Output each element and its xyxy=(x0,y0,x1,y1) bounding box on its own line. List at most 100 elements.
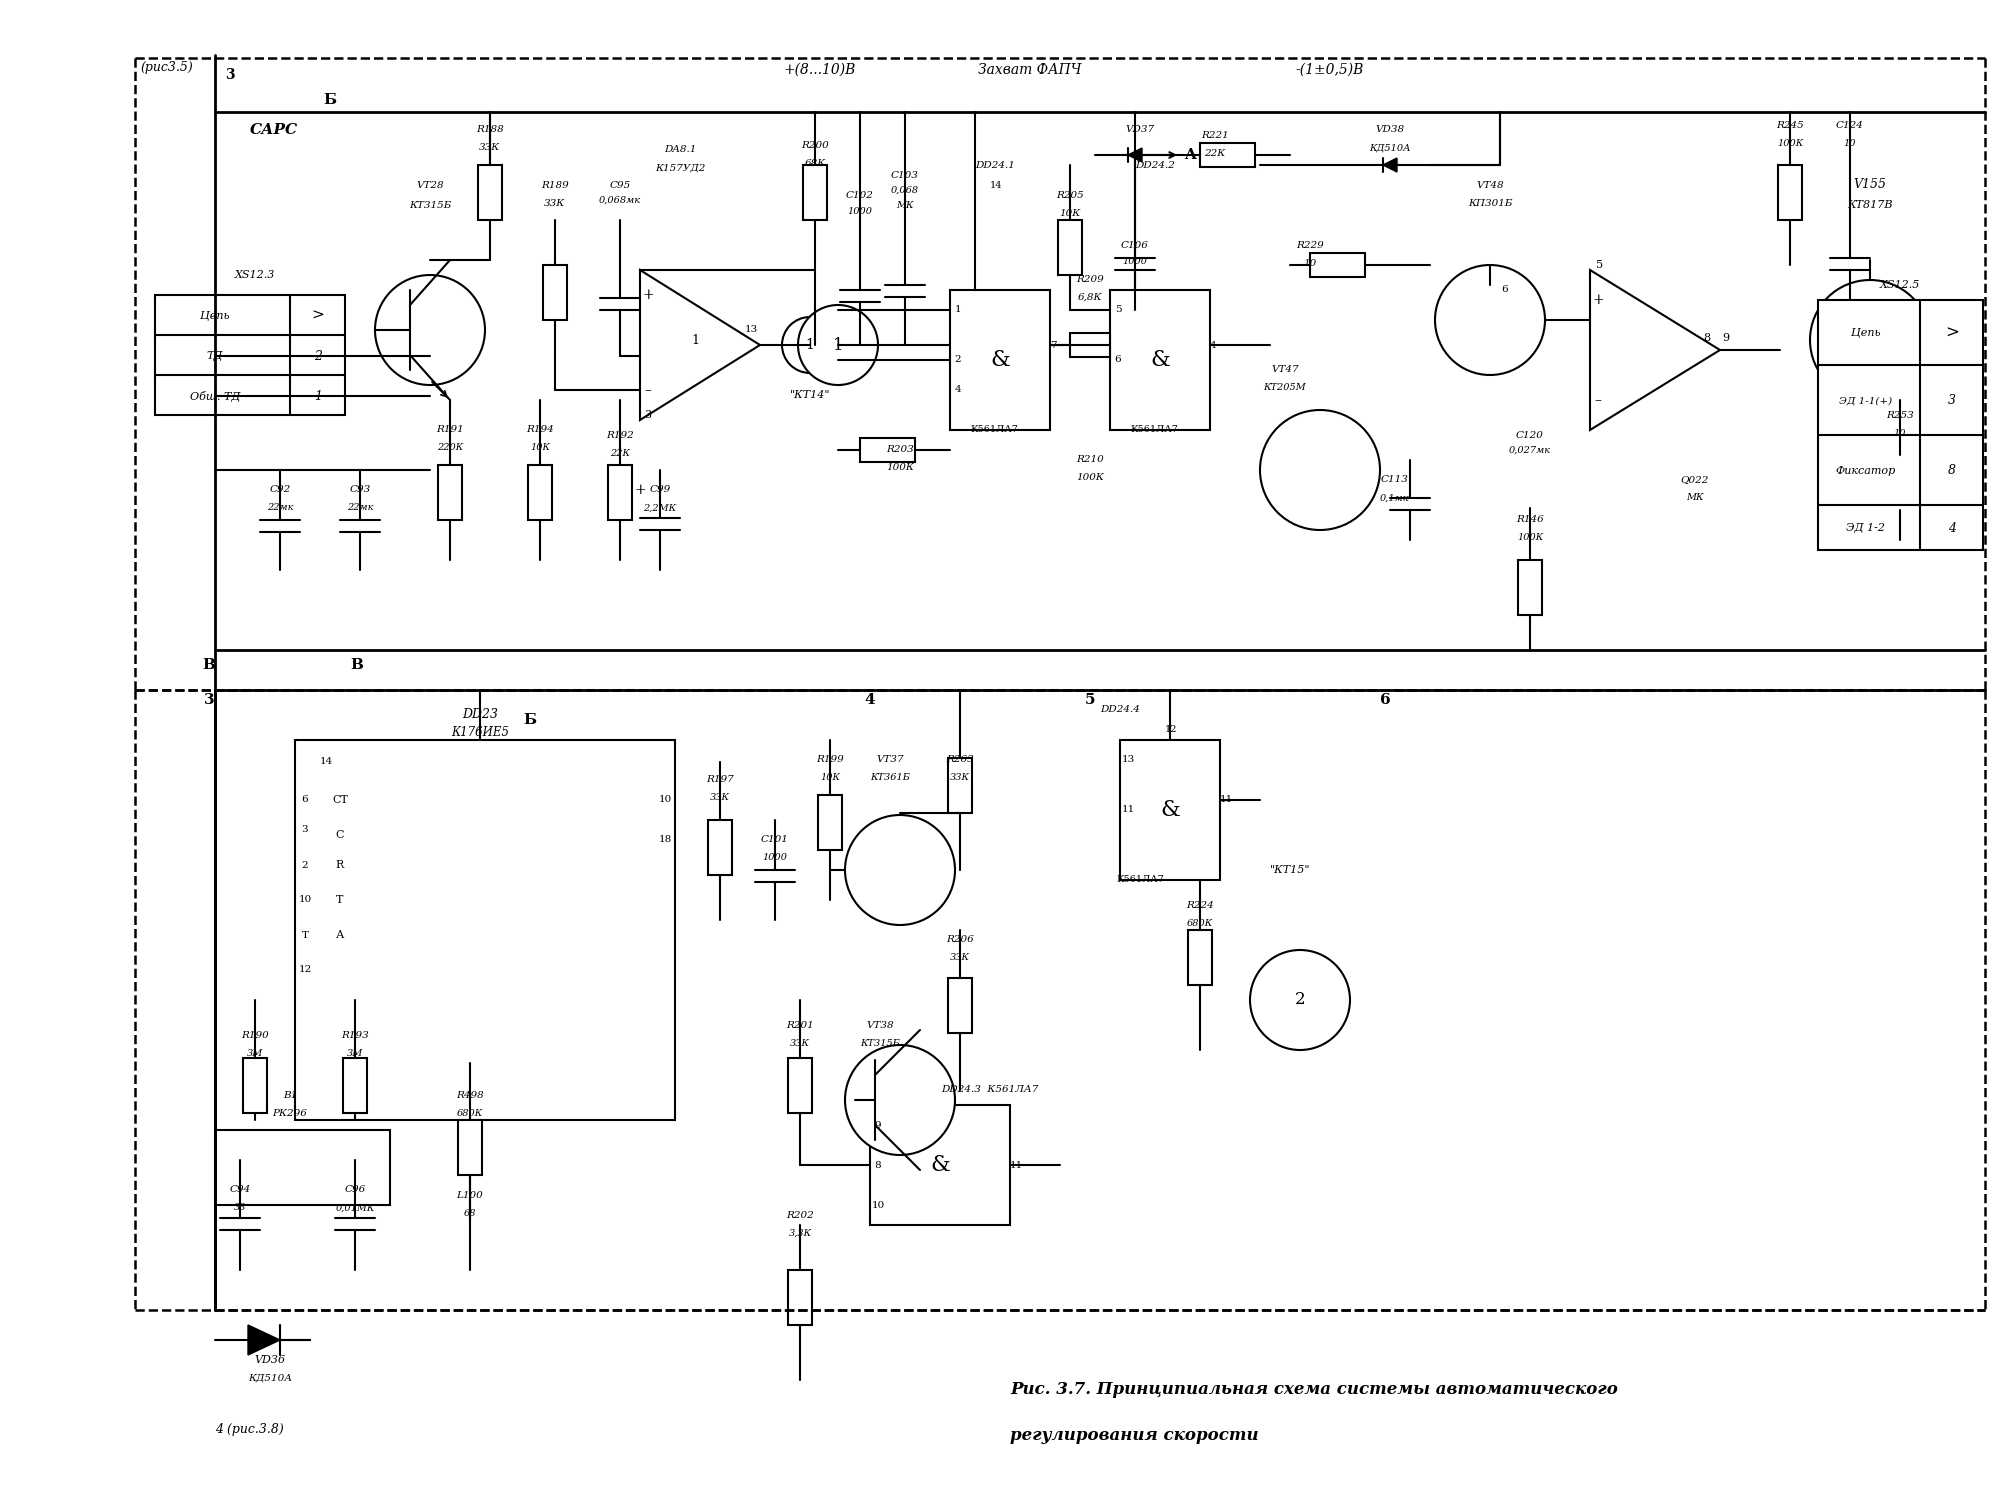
Polygon shape xyxy=(1128,148,1142,162)
Text: 12: 12 xyxy=(298,966,312,975)
Text: А: А xyxy=(336,930,344,940)
Text: 4: 4 xyxy=(1949,522,1957,534)
Text: 0,01МК: 0,01МК xyxy=(336,1203,374,1212)
Text: КП301Б: КП301Б xyxy=(1468,198,1512,207)
Text: Б: Б xyxy=(324,93,336,106)
Text: VT48: VT48 xyxy=(1476,180,1504,189)
Text: К176ИЕ5: К176ИЕ5 xyxy=(450,726,509,740)
Text: 4: 4 xyxy=(955,386,961,394)
Text: R229: R229 xyxy=(1297,240,1323,249)
Text: R189: R189 xyxy=(541,180,569,189)
Text: Т: Т xyxy=(336,896,344,904)
Text: 0,068мк: 0,068мк xyxy=(599,195,642,204)
Text: 1: 1 xyxy=(806,338,814,352)
Bar xyxy=(459,1120,483,1174)
Text: R253: R253 xyxy=(1886,411,1914,420)
Text: Рис. 3.7. Принципиальная схема системы автоматического: Рис. 3.7. Принципиальная схема системы а… xyxy=(1010,1382,1619,1398)
Text: "КТ14": "КТ14" xyxy=(790,390,831,400)
Text: 33К: 33К xyxy=(710,794,730,802)
Text: 8: 8 xyxy=(1703,333,1709,344)
Text: XS12.3: XS12.3 xyxy=(235,270,276,280)
Text: R188: R188 xyxy=(477,126,505,135)
Text: ЭД 1-1(+): ЭД 1-1(+) xyxy=(1840,396,1892,405)
Text: R: R xyxy=(336,859,344,870)
Bar xyxy=(155,296,346,416)
Text: К561ЛА7: К561ЛА7 xyxy=(1116,876,1164,885)
Text: 3,3К: 3,3К xyxy=(788,1228,812,1238)
Text: 9: 9 xyxy=(1721,333,1729,344)
Bar xyxy=(1070,333,1110,357)
Text: 10: 10 xyxy=(1303,258,1317,267)
Bar xyxy=(1818,300,1983,550)
Text: 220К: 220К xyxy=(436,444,463,453)
Bar xyxy=(1518,560,1542,615)
Text: 4: 4 xyxy=(865,693,875,706)
Bar xyxy=(438,465,463,520)
Text: 33К: 33К xyxy=(949,774,969,783)
Text: С120: С120 xyxy=(1516,430,1544,439)
Text: С103: С103 xyxy=(891,171,919,180)
Text: &: & xyxy=(1150,350,1170,370)
Bar xyxy=(1189,930,1213,986)
Text: L100: L100 xyxy=(456,1191,483,1200)
Text: С96: С96 xyxy=(344,1185,366,1194)
Text: 10К: 10К xyxy=(531,444,549,453)
Text: 4: 4 xyxy=(1211,340,1217,350)
Text: КТ315Б: КТ315Б xyxy=(408,201,450,210)
Text: 100К: 100К xyxy=(887,464,913,472)
Text: МК: МК xyxy=(897,201,913,210)
Text: 1000: 1000 xyxy=(847,207,873,216)
Text: R210: R210 xyxy=(1076,456,1104,465)
Text: 3: 3 xyxy=(1949,394,1957,408)
Text: R203: R203 xyxy=(887,446,913,454)
Text: 11: 11 xyxy=(1122,806,1134,814)
Text: К561ЛА7: К561ЛА7 xyxy=(1130,426,1178,435)
Bar xyxy=(1201,142,1255,166)
Text: R224: R224 xyxy=(1186,900,1215,909)
Text: R199: R199 xyxy=(816,756,845,765)
Text: "КТ15": "КТ15" xyxy=(1269,865,1311,874)
Text: 1: 1 xyxy=(955,306,961,315)
Text: КТ361Б: КТ361Б xyxy=(871,774,909,783)
Text: R498: R498 xyxy=(456,1090,485,1100)
Text: DD24.3  К561ЛА7: DD24.3 К561ЛА7 xyxy=(941,1086,1040,1095)
Text: 12: 12 xyxy=(1164,726,1178,735)
Text: DD23: DD23 xyxy=(463,708,499,722)
Text: &: & xyxy=(989,350,1010,370)
Polygon shape xyxy=(1591,270,1719,430)
Text: B: B xyxy=(201,658,215,672)
Text: R202: R202 xyxy=(786,1210,814,1219)
Text: R191: R191 xyxy=(436,426,465,435)
Text: &: & xyxy=(1160,800,1180,820)
Text: Цепь: Цепь xyxy=(1852,328,1880,338)
Text: 8: 8 xyxy=(1949,465,1957,477)
Text: R209: R209 xyxy=(1076,276,1104,285)
Text: 68К: 68К xyxy=(804,159,827,168)
Circle shape xyxy=(845,1046,955,1155)
Text: САРС: САРС xyxy=(249,123,298,136)
Text: 22К: 22К xyxy=(1205,148,1225,158)
Bar xyxy=(1058,220,1082,274)
Text: >: > xyxy=(1945,324,1959,342)
Text: 10К: 10К xyxy=(820,774,841,783)
Text: 10К: 10К xyxy=(1060,209,1080,218)
Text: R201: R201 xyxy=(786,1020,814,1029)
Circle shape xyxy=(782,316,839,374)
Text: XS12.5: XS12.5 xyxy=(1880,280,1921,290)
Text: С101: С101 xyxy=(760,836,788,844)
Polygon shape xyxy=(247,1324,280,1354)
Bar xyxy=(1120,740,1221,880)
Text: 33: 33 xyxy=(233,1203,245,1212)
Text: 2: 2 xyxy=(955,356,961,364)
Text: 7: 7 xyxy=(1050,340,1056,350)
Text: R206: R206 xyxy=(945,936,973,945)
Text: 0,068: 0,068 xyxy=(891,186,919,195)
Text: +: + xyxy=(1593,292,1605,308)
Text: 680К: 680К xyxy=(456,1108,483,1118)
Text: 3М: 3М xyxy=(346,1048,364,1058)
Text: VT37: VT37 xyxy=(877,756,903,765)
Text: С99: С99 xyxy=(650,486,670,495)
Bar xyxy=(243,1058,267,1113)
Text: МК: МК xyxy=(1687,494,1703,502)
Text: 0,1мк: 0,1мк xyxy=(1380,494,1410,502)
